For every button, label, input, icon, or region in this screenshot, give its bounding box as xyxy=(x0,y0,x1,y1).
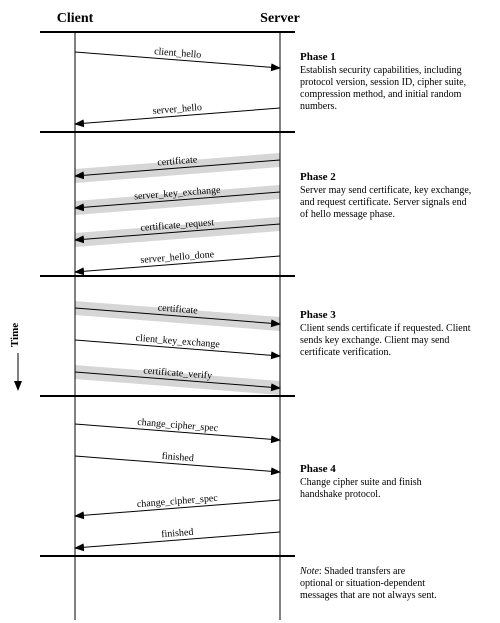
phase-desc-line: and request certificate. Server signals … xyxy=(300,197,467,208)
phase-desc-line: Client sends certificate if requested. C… xyxy=(300,323,471,334)
message-label: finished xyxy=(161,451,194,464)
server-header: Server xyxy=(260,11,300,26)
phase-title: Phase 2 xyxy=(300,171,336,183)
phase-desc-line: Establish security capabilities, includi… xyxy=(300,65,462,76)
phase-title: Phase 4 xyxy=(300,463,336,475)
phase-desc-line: handshake protocol. xyxy=(300,489,381,500)
phase-desc-line: of hello message phase. xyxy=(300,209,395,220)
phase-desc-line: Change cipher suite and finish xyxy=(300,477,422,488)
phase-desc-line: sends key exchange. Client may send xyxy=(300,335,449,346)
message-label: finished xyxy=(161,527,194,540)
note-line: messages that are not always sent. xyxy=(300,590,437,601)
phase-desc-line: numbers. xyxy=(300,101,337,112)
time-axis-label: Time xyxy=(9,323,21,347)
phase-desc-line: protocol version, session ID, cipher sui… xyxy=(300,77,466,88)
phase-title: Phase 1 xyxy=(300,51,336,63)
note-line: optional or situation-dependent xyxy=(300,578,425,589)
message-label: server_hello_done xyxy=(140,249,215,266)
phase-title: Phase 3 xyxy=(300,309,336,321)
phase-desc-line: compression method, and initial random xyxy=(300,89,462,100)
phase-desc-line: Server may send certificate, key exchang… xyxy=(300,185,471,196)
phase-desc-line: certificate verification. xyxy=(300,347,391,358)
note-line: Note: Shaded transfers are xyxy=(299,566,406,577)
client-header: Client xyxy=(57,11,94,26)
